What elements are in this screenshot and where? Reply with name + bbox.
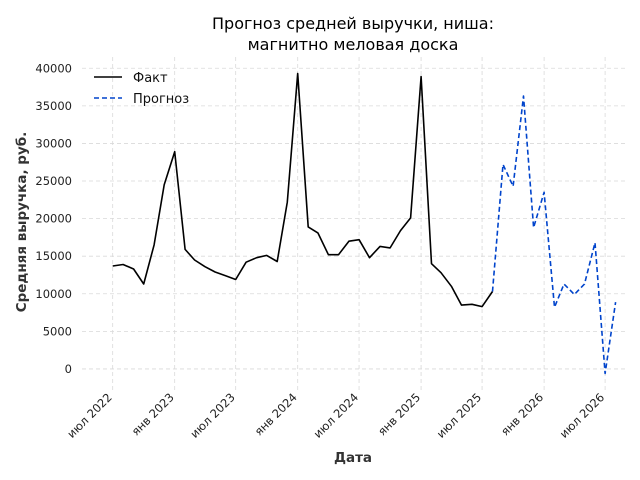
x-tick-label: янв 2023 bbox=[129, 390, 177, 438]
fact-series-line bbox=[112, 72, 494, 308]
legend: Факт Прогноз bbox=[94, 71, 189, 107]
x-tick-label: июл 2023 bbox=[187, 390, 238, 441]
legend-label-fact: Факт bbox=[133, 71, 168, 86]
x-tick-label: янв 2026 bbox=[498, 390, 546, 438]
y-tick-label: 5000 bbox=[43, 324, 72, 338]
y-tick-labels: 0 5000 10000 15000 20000 25000 30000 35000 40000 bbox=[35, 61, 72, 376]
x-tick-label: янв 2024 bbox=[252, 390, 300, 438]
y-axis-label: Средняя выручка, руб. bbox=[14, 132, 30, 313]
y-tick-label: 20000 bbox=[35, 212, 72, 226]
y-tick-label: 25000 bbox=[35, 174, 72, 188]
y-tick-label: 15000 bbox=[35, 249, 72, 263]
forecast-series-line bbox=[491, 95, 617, 375]
y-tick-label: 10000 bbox=[35, 287, 72, 301]
chart-title-line-2: магнитно меловая доска bbox=[248, 35, 459, 54]
x-tick-label: янв 2025 bbox=[375, 390, 423, 438]
legend-label-forecast: Прогноз bbox=[133, 92, 189, 107]
x-tick-label: июл 2025 bbox=[434, 390, 485, 441]
y-tick-label: 0 bbox=[65, 362, 72, 376]
x-tick-label: июл 2024 bbox=[311, 390, 362, 441]
x-tick-label: июл 2022 bbox=[64, 390, 115, 441]
y-tick-label: 35000 bbox=[35, 99, 72, 113]
x-axis-label: Дата bbox=[334, 450, 372, 466]
x-tick-label: июл 2026 bbox=[557, 390, 608, 441]
series-layer bbox=[112, 72, 617, 375]
y-tick-label: 30000 bbox=[35, 136, 72, 150]
x-tick-labels: июл 2022 янв 2023 июл 2023 янв 2024 июл 2024… bbox=[64, 390, 607, 441]
y-tick-label: 40000 bbox=[35, 61, 72, 75]
chart-title-line-1: Прогноз средней выручки, ниша: bbox=[212, 14, 494, 33]
